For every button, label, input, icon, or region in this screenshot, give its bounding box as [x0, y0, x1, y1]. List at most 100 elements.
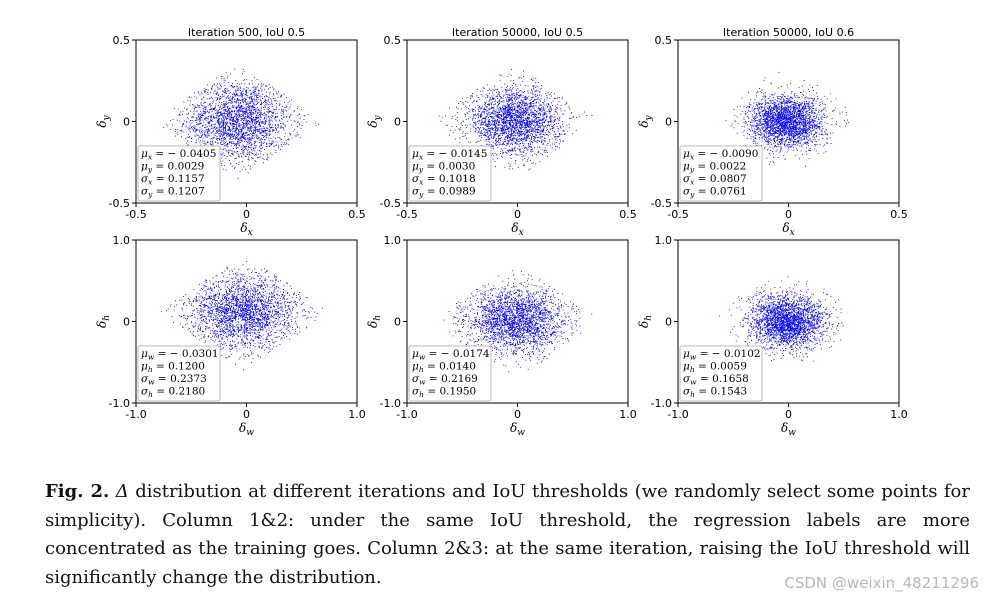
- data-point: [516, 122, 518, 124]
- data-point: [529, 102, 531, 104]
- data-point: [244, 156, 246, 157]
- data-point: [217, 94, 219, 96]
- data-point: [482, 124, 484, 125]
- data-point: [241, 109, 242, 111]
- data-point: [512, 83, 514, 84]
- data-point: [484, 124, 486, 126]
- data-point: [536, 94, 538, 96]
- data-point: [229, 127, 231, 129]
- data-point: [220, 144, 222, 146]
- data-point: [526, 102, 527, 104]
- data-point: [516, 110, 518, 112]
- data-point: [243, 149, 245, 151]
- data-point: [500, 153, 502, 154]
- data-point: [514, 114, 516, 116]
- data-point: [538, 102, 540, 104]
- data-point: [506, 136, 508, 138]
- data-point: [227, 129, 229, 130]
- data-point: [471, 94, 473, 96]
- stats-line: σy = 0.1207: [141, 186, 205, 200]
- data-point: [503, 144, 505, 145]
- data-point: [242, 114, 244, 116]
- data-point: [236, 99, 238, 101]
- data-point: [189, 104, 191, 106]
- data-point: [251, 143, 253, 145]
- data-point: [245, 117, 247, 119]
- data-point: [222, 116, 224, 118]
- data-point: [269, 133, 271, 135]
- data-point: [228, 151, 230, 153]
- data-point: [275, 152, 277, 153]
- data-point: [241, 135, 243, 136]
- data-point: [236, 94, 238, 96]
- data-point: [273, 112, 274, 114]
- data-point: [529, 135, 531, 136]
- data-point: [512, 113, 514, 115]
- data-point: [491, 146, 493, 147]
- data-point: [543, 117, 545, 119]
- data-point: [521, 124, 523, 126]
- data-point: [523, 143, 525, 145]
- data-point: [231, 133, 233, 135]
- data-point: [525, 97, 527, 98]
- data-point: [270, 127, 272, 129]
- data-point: [477, 113, 479, 115]
- data-point: [253, 106, 255, 108]
- data-point: [227, 125, 228, 127]
- data-point: [530, 102, 532, 104]
- data-point: [559, 132, 561, 134]
- data-point: [261, 121, 263, 123]
- data-point: [263, 118, 265, 120]
- data-point: [510, 98, 512, 100]
- data-point: [491, 136, 493, 138]
- data-point: [231, 153, 232, 155]
- data-point: [237, 87, 239, 89]
- data-point: [277, 113, 279, 115]
- data-point: [285, 144, 287, 145]
- data-point: [515, 150, 517, 152]
- data-point: [467, 101, 469, 103]
- data-point: [494, 113, 496, 115]
- data-point: [247, 109, 248, 111]
- data-point: [510, 91, 512, 93]
- data-point: [479, 119, 481, 121]
- data-point: [508, 99, 510, 101]
- data-point: [526, 135, 528, 137]
- data-point: [523, 98, 525, 100]
- data-point: [225, 122, 226, 123]
- data-point: [221, 130, 223, 132]
- data-point: [525, 97, 527, 99]
- data-point: [532, 77, 534, 79]
- data-point: [246, 111, 248, 113]
- data-point: [538, 120, 540, 122]
- data-point: [525, 139, 527, 141]
- data-point: [586, 114, 588, 116]
- data-point: [517, 105, 519, 106]
- data-point: [249, 137, 251, 138]
- data-point: [528, 114, 530, 116]
- data-point: [531, 90, 533, 92]
- data-point: [170, 120, 171, 122]
- data-point: [280, 149, 281, 150]
- data-point: [253, 121, 255, 123]
- data-point: [225, 110, 227, 112]
- data-point: [243, 127, 245, 129]
- data-point: [462, 132, 463, 134]
- data-point: [190, 100, 191, 102]
- data-point: [233, 123, 235, 125]
- data-point: [519, 135, 521, 137]
- data-point: [276, 144, 277, 146]
- data-point: [272, 94, 274, 96]
- data-point: [518, 102, 520, 104]
- data-point: [219, 127, 221, 129]
- data-point: [488, 104, 490, 106]
- data-point: [257, 90, 259, 92]
- data-point: [523, 116, 524, 118]
- data-point: [512, 109, 514, 111]
- data-point: [532, 128, 534, 130]
- data-point: [258, 137, 260, 139]
- data-point: [209, 97, 211, 99]
- data-point: [478, 115, 480, 117]
- data-point: [529, 103, 531, 104]
- data-point: [254, 112, 256, 114]
